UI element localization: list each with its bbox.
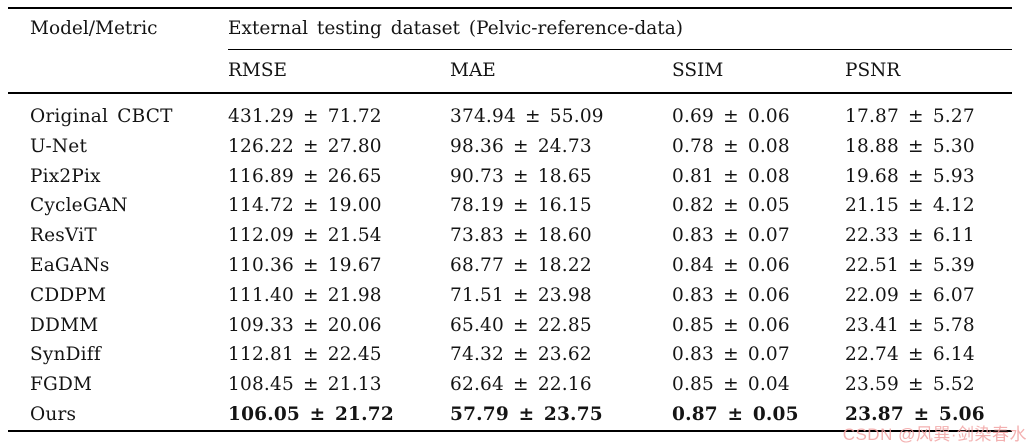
- column-header-mae: MAE: [450, 49, 672, 94]
- ssim-value-cell: 0.82 ± 0.05: [672, 195, 790, 217]
- mae-value-cell: 74.32 ± 23.62: [450, 344, 592, 366]
- group-header-row: Model/Metric External testing dataset (P…: [8, 8, 1013, 94]
- table-row: SynDiff 112.81 ± 22.45 74.32 ± 23.62 0.83 ±…: [8, 340, 1012, 370]
- results-table: Model/Metric External testing dataset (P…: [8, 7, 1013, 432]
- ssim-value-cell: 0.69 ± 0.06: [672, 106, 790, 127]
- psnr-value-cell: 22.51 ± 5.39: [845, 254, 975, 276]
- column-header-ssim: SSIM: [672, 49, 845, 94]
- mae-value-cell: 65.40 ± 22.85: [450, 314, 592, 336]
- ssim-value-cell: 0.83 ± 0.07: [672, 344, 790, 366]
- mae-value-cell: 62.64 ± 22.16: [450, 374, 592, 396]
- paper-table-page: Model/Metric External testing dataset (P…: [0, 7, 1030, 445]
- model-name-cell: CycleGAN: [30, 195, 128, 217]
- psnr-value-cell: 19.68 ± 5.93: [845, 165, 975, 187]
- rmse-value-cell: 109.33 ± 20.06: [228, 314, 382, 336]
- model-name-cell: FGDM: [30, 374, 93, 396]
- rmse-value-cell: 126.22 ± 27.80: [228, 135, 382, 157]
- mae-value-cell: 73.83 ± 18.60: [450, 225, 592, 247]
- rmse-value-cell: 431.29 ± 71.72: [228, 106, 382, 127]
- model-name-cell: Pix2Pix: [30, 165, 101, 187]
- table-row: U-Net 126.22 ± 27.80 98.36 ± 24.73 0.78 ± 0…: [8, 132, 1012, 162]
- psnr-value-cell: 22.74 ± 6.14: [845, 344, 975, 366]
- mae-value-cell: 71.51 ± 23.98: [450, 284, 592, 306]
- ssim-value-cell: 0.85 ± 0.06: [672, 314, 790, 336]
- mae-value-cell: 90.73 ± 18.65: [450, 165, 592, 187]
- mae-value-cell: 57.79 ± 23.75: [450, 403, 603, 425]
- psnr-value-cell: 22.33 ± 6.11: [845, 225, 975, 247]
- rmse-value-cell: 112.81 ± 22.45: [228, 344, 382, 366]
- psnr-value-cell: 23.87 ± 5.06: [845, 403, 985, 425]
- mae-value-cell: 68.77 ± 18.22: [450, 254, 592, 276]
- psnr-value-cell: 22.09 ± 6.07: [845, 284, 975, 306]
- mae-value-cell: 374.94 ± 55.09: [450, 106, 604, 127]
- column-header-rmse: RMSE: [228, 49, 450, 94]
- table-row: DDMM 109.33 ± 20.06 65.40 ± 22.85 0.85 ± 0.…: [8, 311, 1012, 341]
- psnr-value-cell: 17.87 ± 5.27: [845, 106, 975, 127]
- table-row: Ours 106.05 ± 21.72 57.79 ± 23.75 0.87 ± 0.…: [8, 400, 1012, 431]
- psnr-value-cell: 21.15 ± 4.12: [845, 195, 975, 217]
- ssim-value-cell: 0.84 ± 0.06: [672, 254, 790, 276]
- ssim-value-cell: 0.83 ± 0.07: [672, 225, 790, 247]
- model-name-cell: DDMM: [30, 314, 99, 336]
- model-name-cell: U-Net: [30, 135, 88, 157]
- model-name-cell: Original CBCT: [30, 106, 173, 127]
- table-row: CycleGAN 114.72 ± 19.00 78.19 ± 16.15 0.82 …: [8, 191, 1012, 221]
- model-name-cell: Ours: [30, 403, 77, 425]
- corner-header: Model/Metric: [8, 8, 228, 94]
- table-row: EaGANs 110.36 ± 19.67 68.77 ± 18.22 0.84 ± …: [8, 251, 1012, 281]
- table-row: ResViT 112.09 ± 21.54 73.83 ± 18.60 0.83 ± …: [8, 221, 1012, 251]
- ssim-value-cell: 0.87 ± 0.05: [672, 403, 799, 425]
- model-name-cell: SynDiff: [30, 344, 101, 366]
- psnr-value-cell: 23.59 ± 5.52: [845, 374, 975, 396]
- ssim-value-cell: 0.81 ± 0.08: [672, 165, 790, 187]
- psnr-value-cell: 23.41 ± 5.78: [845, 314, 975, 336]
- rmse-value-cell: 106.05 ± 21.72: [228, 403, 394, 425]
- table-row: CDDPM 111.40 ± 21.98 71.51 ± 23.98 0.83 ± 0…: [8, 281, 1012, 311]
- dataset-group-header: External testing dataset (Pelvic-referen…: [228, 8, 1013, 50]
- rmse-value-cell: 112.09 ± 21.54: [228, 225, 382, 247]
- ssim-value-cell: 0.85 ± 0.04: [672, 374, 790, 396]
- table-row: Pix2Pix 116.89 ± 26.65 90.73 ± 18.65 0.81 ±…: [8, 162, 1012, 192]
- rmse-value-cell: 116.89 ± 26.65: [228, 165, 382, 187]
- csdn-watermark: CSDN @风巽·剑染春水: [842, 425, 1027, 444]
- model-name-cell: ResViT: [30, 225, 97, 247]
- mae-value-cell: 78.19 ± 16.15: [450, 195, 592, 217]
- rmse-value-cell: 111.40 ± 21.98: [228, 284, 382, 306]
- model-name-cell: EaGANs: [30, 254, 110, 276]
- table-row: FGDM 108.45 ± 21.13 62.64 ± 22.16 0.85 ± 0.…: [8, 370, 1012, 400]
- rmse-value-cell: 114.72 ± 19.00: [228, 195, 382, 217]
- mae-value-cell: 98.36 ± 24.73: [450, 135, 592, 157]
- table-header: Model/Metric External testing dataset (P…: [8, 8, 1013, 94]
- rmse-value-cell: 110.36 ± 19.67: [228, 254, 382, 276]
- table-body: Original CBCT 431.29 ± 71.72 374.94 ± 55.0…: [8, 93, 1012, 431]
- rmse-value-cell: 108.45 ± 21.13: [228, 374, 382, 396]
- psnr-value-cell: 18.88 ± 5.30: [845, 135, 975, 157]
- column-header-psnr: PSNR: [845, 49, 1013, 94]
- table-row: Original CBCT 431.29 ± 71.72 374.94 ± 55.0…: [8, 93, 1012, 132]
- column-header-row: RMSE MAE SSIM PSNR: [8, 49, 1013, 94]
- model-name-cell: CDDPM: [30, 284, 107, 306]
- ssim-value-cell: 0.78 ± 0.08: [672, 135, 790, 157]
- ssim-value-cell: 0.83 ± 0.06: [672, 284, 790, 306]
